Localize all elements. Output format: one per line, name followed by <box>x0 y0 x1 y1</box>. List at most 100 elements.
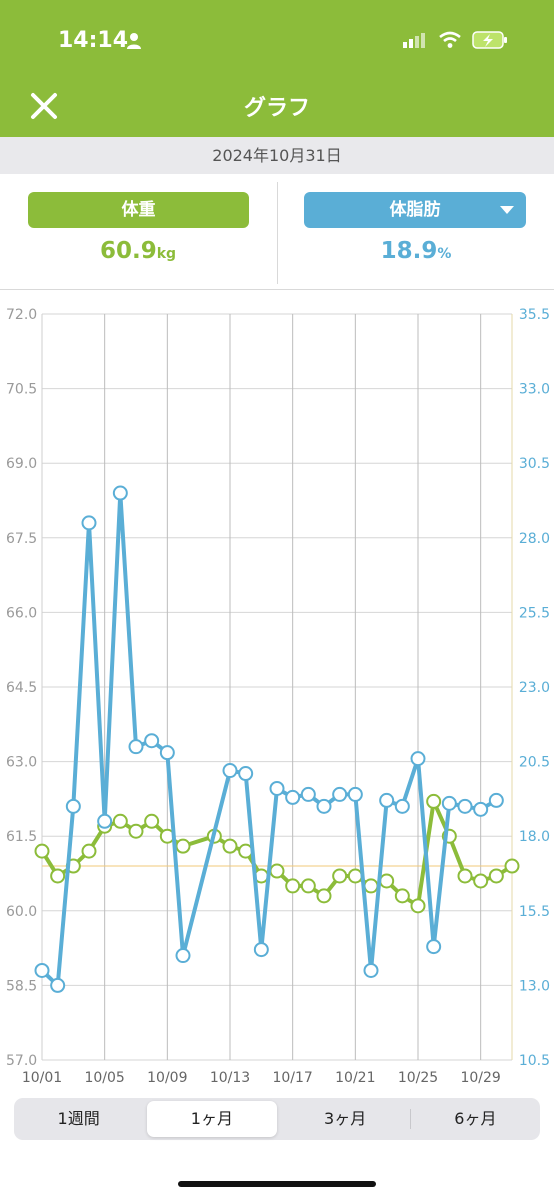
weight-point <box>347 868 363 884</box>
weight-label: 体重 <box>121 200 156 220</box>
section-divider <box>0 289 554 290</box>
body-fat-point <box>112 485 128 501</box>
weight-point <box>394 888 410 904</box>
body-fat-point <box>426 939 442 955</box>
body-fat-point <box>457 798 473 814</box>
body-fat-point <box>379 792 395 808</box>
tab-1-week[interactable]: 1週間 <box>57 1109 100 1128</box>
weight-point <box>300 878 316 894</box>
weight-unit: kg <box>156 246 177 262</box>
x-tick-label: 10/09 <box>147 1070 187 1086</box>
weight-point <box>175 838 191 854</box>
weight-point <box>379 873 395 889</box>
x-tick-label: 10/21 <box>335 1070 375 1086</box>
weight-point <box>144 813 160 829</box>
weight-point <box>269 863 285 879</box>
body-fat-point <box>441 795 457 811</box>
y-right-tick-label: 25.5 <box>519 605 550 621</box>
person-icon <box>127 33 141 49</box>
weight-point <box>316 888 332 904</box>
x-tick-label: 10/29 <box>460 1070 500 1086</box>
weight-value-display: 60.9kg <box>0 238 276 264</box>
weight-point <box>285 878 301 894</box>
date-label: 2024年10月31日 <box>0 137 554 174</box>
y-left-tick-label: 58.5 <box>6 978 37 994</box>
y-right-tick-label: 33.0 <box>519 382 550 398</box>
y-right-tick-label: 20.5 <box>519 755 550 771</box>
y-right-tick-label: 13.0 <box>519 978 550 994</box>
panel-divider <box>277 182 278 284</box>
weight-point <box>50 868 66 884</box>
x-tick-label: 10/01 <box>22 1070 62 1086</box>
body-fat-point <box>488 792 504 808</box>
body-fat-point <box>50 977 66 993</box>
cellular-signal-icon <box>403 33 425 48</box>
y-left-tick-label: 61.5 <box>6 829 37 845</box>
body-fat-point <box>363 962 379 978</box>
close-button[interactable] <box>28 90 60 122</box>
weight-value: 60.9 <box>99 238 157 264</box>
weight-point <box>222 838 238 854</box>
period-segmented-control: 1週間 1ヶ月 3ヶ月 6ヶ月 <box>14 1098 540 1140</box>
weight-point <box>81 843 97 859</box>
x-tick-label: 10/05 <box>84 1070 124 1086</box>
body-fat-point <box>144 733 160 749</box>
body-fat-point <box>34 962 50 978</box>
body-fat-line <box>40 491 498 988</box>
weight-point <box>473 873 489 889</box>
body-fat-value: 18.9 <box>380 238 438 264</box>
wifi-icon <box>439 31 461 48</box>
y-left-tick-label: 63.0 <box>6 755 37 771</box>
weight-bodyfat-chart: 72.0 35.5 70.5 33.0 69.0 30.5 67.5 28.0 66.0 25.5… <box>6 307 550 1086</box>
y-right-tick-label: 30.5 <box>519 456 550 472</box>
y-right-tick-label: 23.0 <box>519 680 550 696</box>
body-fat-unit: % <box>437 246 452 262</box>
y-left-tick-label: 60.0 <box>6 904 37 920</box>
status-time: 14:14 <box>58 28 129 53</box>
x-tick-label: 10/25 <box>398 1070 438 1086</box>
body-fat-point <box>473 801 489 817</box>
y-left-tick-label: 67.5 <box>6 531 37 547</box>
y-right-tick-label: 15.5 <box>519 904 550 920</box>
tab-3-months[interactable]: 3ヶ月 <box>324 1109 367 1128</box>
y-left-tick-label: 72.0 <box>6 307 37 323</box>
weight-point <box>34 843 50 859</box>
weight-point <box>426 793 442 809</box>
body-fat-point <box>410 751 426 767</box>
tab-separator <box>409 1109 411 1129</box>
x-tick-label: 10/17 <box>272 1070 312 1086</box>
y-left-tick-label: 66.0 <box>6 605 37 621</box>
body-fat-point <box>332 786 348 802</box>
body-fat-value-display: 18.9% <box>278 238 554 264</box>
weight-button[interactable]: 体重 <box>28 192 249 228</box>
body-fat-point <box>97 813 113 829</box>
weight-point <box>128 823 144 839</box>
app-header: 14:14 グラフ <box>0 0 554 137</box>
body-fat-dropdown[interactable]: 体脂肪 <box>304 192 526 228</box>
weight-point <box>332 868 348 884</box>
body-fat-point <box>394 798 410 814</box>
y-left-tick-label: 70.5 <box>6 382 37 398</box>
tab-6-months[interactable]: 6ヶ月 <box>454 1109 497 1128</box>
tab-1-month[interactable]: 1ヶ月 <box>147 1101 277 1137</box>
body-fat-point <box>316 798 332 814</box>
battery-charging-icon <box>472 31 507 49</box>
body-fat-point <box>175 948 191 964</box>
weight-point <box>488 868 504 884</box>
y-right-tick-label: 10.5 <box>519 1053 550 1069</box>
y-left-tick-label: 57.0 <box>6 1053 37 1069</box>
body-fat-point <box>285 789 301 805</box>
home-indicator <box>178 1181 376 1187</box>
body-fat-point <box>81 515 97 531</box>
body-fat-point <box>222 763 238 779</box>
fat-panel: 体脂肪 18.9% <box>278 180 554 288</box>
weight-point <box>504 858 520 874</box>
body-fat-point <box>159 745 175 761</box>
body-fat-point <box>300 786 316 802</box>
body-fat-point <box>65 798 81 814</box>
weight-point <box>112 813 128 829</box>
y-left-tick-label: 69.0 <box>6 456 37 472</box>
body-fat-point <box>253 942 269 958</box>
caret-down-icon <box>500 206 514 214</box>
y-left-tick-label: 64.5 <box>6 680 37 696</box>
